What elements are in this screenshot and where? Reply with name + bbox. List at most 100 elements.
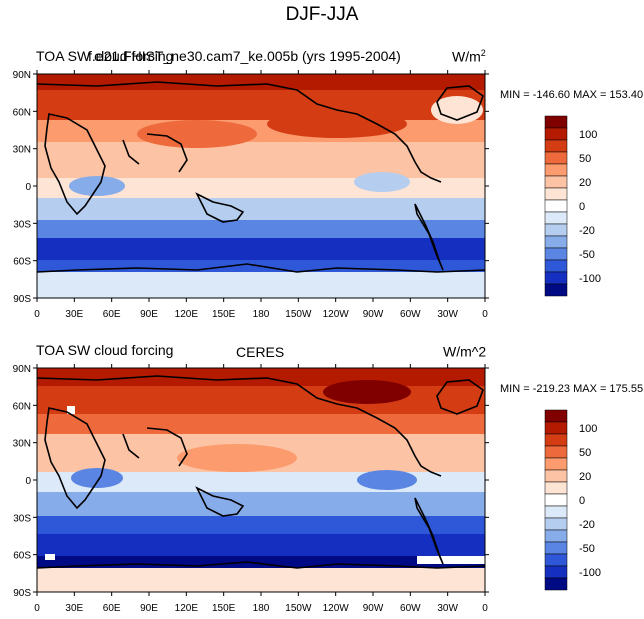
panel-1-units-text: W/m bbox=[452, 48, 481, 65]
panel-2-patch-w-pacific bbox=[177, 444, 297, 472]
lon-tick-label: 120W bbox=[323, 603, 350, 614]
panel-2-band-sh-sub bbox=[37, 492, 485, 516]
lat-tick-label: 90N bbox=[13, 364, 31, 375]
colorbar-swatch bbox=[544, 151, 568, 165]
panel-2-band-nh-high bbox=[37, 386, 485, 414]
colorbar-swatch bbox=[544, 409, 568, 423]
colorbar-swatch bbox=[544, 505, 568, 519]
colorbar-swatch bbox=[544, 163, 568, 177]
colorbar-swatch bbox=[544, 529, 568, 543]
panel-2-coastlines bbox=[36, 375, 486, 569]
panel-2-patch-africa bbox=[71, 468, 123, 488]
lon-tick-label: 60E bbox=[103, 603, 121, 614]
colorbar-label: -100 bbox=[579, 273, 601, 285]
colorbar-label: -50 bbox=[579, 543, 595, 555]
colorbar-swatch bbox=[544, 577, 568, 591]
colorbar-label: 100 bbox=[579, 423, 597, 435]
panel-1-band-southern-ocean bbox=[37, 238, 485, 260]
lon-tick-label: 0 bbox=[482, 603, 488, 614]
lon-tick-label: 180 bbox=[253, 603, 270, 614]
panel-2-missing-data-1 bbox=[417, 556, 485, 564]
colorbar-swatch bbox=[544, 115, 568, 129]
figure-title: DJF-JJA bbox=[285, 4, 359, 25]
panel-1-band-antarctica bbox=[37, 272, 485, 298]
colorbar-swatch bbox=[544, 211, 568, 225]
lat-tick-label: 90N bbox=[13, 70, 31, 81]
panel-2-patch-e-pacific bbox=[357, 470, 417, 490]
colorbar-swatch bbox=[544, 187, 568, 201]
panel-2-stats: MIN = -219.23 MAX = 175.55 bbox=[500, 383, 644, 395]
colorbar-label: 20 bbox=[579, 471, 591, 483]
colorbar-label: 0 bbox=[579, 201, 585, 213]
lat-tick-label: 30S bbox=[13, 513, 31, 524]
colorbar-swatch bbox=[544, 493, 568, 507]
panel-1-center-label: f.e21.FHIST_ne30.cam7_ke.005b (yrs 1995-… bbox=[88, 48, 401, 64]
colorbar-swatch bbox=[544, 259, 568, 273]
colorbar-label: -100 bbox=[579, 567, 601, 579]
panel-1-band-sh-mid bbox=[37, 220, 485, 238]
panel-1-left-label: TOA SW cloud forcing bbox=[36, 48, 174, 64]
lat-tick-label: 90S bbox=[13, 588, 31, 599]
colorbar-layer: 100 50 20 0 -20 -50 -100 100 50 20 0 -20 -50 -100 bbox=[544, 115, 601, 591]
lon-tick-label: 90W bbox=[363, 603, 384, 614]
colorbar-swatch bbox=[544, 469, 568, 483]
lon-tick-label: 60W bbox=[400, 603, 421, 614]
colorbar-swatch bbox=[544, 235, 568, 249]
lon-tick-label: 120E bbox=[175, 603, 199, 614]
lat-tick-label: 90S bbox=[13, 294, 31, 305]
lat-tick-label: 60S bbox=[13, 551, 31, 562]
panel-2-units-text: W/m^2 bbox=[443, 343, 487, 360]
panel-1-patch-nw-pacific bbox=[137, 120, 257, 148]
panel-1-band-arctic bbox=[37, 74, 485, 90]
panel-2-band-arctic bbox=[37, 368, 485, 386]
panel-1-patch-greenland bbox=[431, 96, 483, 124]
colorbar-swatch bbox=[544, 457, 568, 471]
lat-tick-label: 60N bbox=[13, 401, 31, 412]
lon-tick-label: 30W bbox=[437, 309, 458, 320]
lon-tick-label: 30W bbox=[437, 603, 458, 614]
lon-tick-label: 150W bbox=[285, 309, 312, 320]
lon-tick-label: 120W bbox=[323, 309, 350, 320]
colorbar-label: -50 bbox=[579, 249, 595, 261]
panel-1-band-sh-sub bbox=[37, 198, 485, 220]
panel-1-patch-ne-pacific bbox=[267, 110, 407, 138]
lon-tick-label: 90E bbox=[140, 309, 158, 320]
colorbar-label: 0 bbox=[579, 495, 585, 507]
panel-1-band-subtropics bbox=[37, 142, 485, 178]
panel-1-units-label: W/m2 bbox=[452, 48, 486, 65]
panel-2-missing-data-2 bbox=[45, 554, 55, 560]
lon-tick-label: 30E bbox=[65, 603, 83, 614]
colorbar-swatch bbox=[544, 553, 568, 567]
panel-2-missing-data-3 bbox=[67, 406, 75, 414]
lon-tick-label: 0 bbox=[34, 309, 40, 320]
colorbar-swatch bbox=[544, 271, 568, 285]
panel-2-map bbox=[36, 367, 486, 593]
panel-2-band-southern-ocean bbox=[37, 534, 485, 556]
lon-tick-label: 150E bbox=[212, 309, 236, 320]
panel-1-coastlines bbox=[36, 81, 486, 273]
lat-tick-label: 60S bbox=[13, 257, 31, 268]
lon-tick-label: 60W bbox=[400, 309, 421, 320]
lon-tick-label: 60E bbox=[103, 309, 121, 320]
colorbar-label: 100 bbox=[579, 129, 597, 141]
colorbar-swatch bbox=[544, 445, 568, 459]
panel-1-band-nh-mid bbox=[37, 120, 485, 142]
lon-tick-label: 180 bbox=[253, 309, 270, 320]
panel-2-band-antarctica bbox=[37, 568, 485, 592]
lon-tick-label: 0 bbox=[482, 309, 488, 320]
colorbar-swatch bbox=[544, 517, 568, 531]
colorbar-swatch bbox=[544, 481, 568, 495]
lat-tick-label: 0 bbox=[25, 476, 31, 487]
colorbar-swatch bbox=[544, 175, 568, 189]
colorbar-swatch bbox=[544, 565, 568, 579]
panel-2-units-label: W/m^2 bbox=[443, 343, 486, 360]
lat-tick-label: 30S bbox=[13, 219, 31, 230]
panel-1-stats: MIN = -146.60 MAX = 153.40 bbox=[500, 89, 644, 101]
lon-tick-label: 0 bbox=[34, 603, 40, 614]
colorbar-swatch bbox=[544, 127, 568, 141]
colorbar-swatch bbox=[544, 283, 568, 297]
lon-tick-label: 150E bbox=[212, 603, 236, 614]
colorbar-swatch bbox=[544, 433, 568, 447]
